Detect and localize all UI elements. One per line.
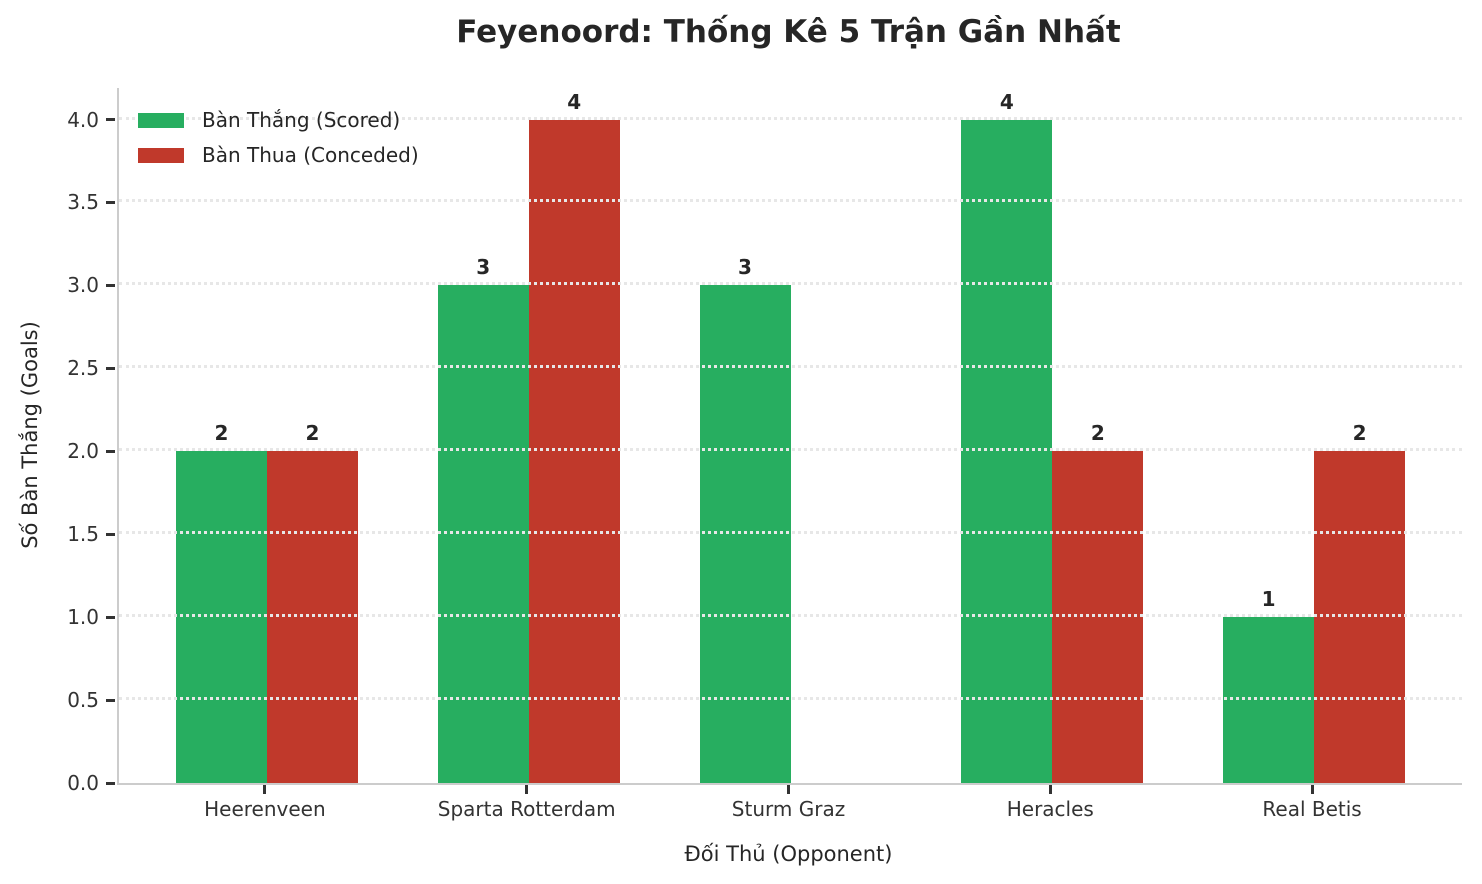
x-tick-label: Real Betis <box>1262 797 1362 821</box>
y-tick-label: 2.5 <box>67 356 99 381</box>
chart-title: Feyenoord: Thống Kê 5 Trận Gần Nhất <box>456 14 1121 50</box>
legend-swatch <box>138 112 184 128</box>
y-tick-label: 3.5 <box>67 190 99 215</box>
gridline <box>119 531 1462 535</box>
y-tick-mark <box>106 366 115 370</box>
gridline <box>119 116 1462 120</box>
x-tick-label: Sturm Graz <box>731 797 846 821</box>
x-tick-label: Heerenveen <box>204 797 326 821</box>
y-tick-mark <box>106 781 115 785</box>
legend-swatch <box>138 147 184 163</box>
bar-value-label: 3 <box>738 255 752 280</box>
y-tick-mark <box>106 283 115 287</box>
bar-value-label: 2 <box>305 421 320 446</box>
x-tick-mark <box>787 785 790 794</box>
gridline <box>119 282 1462 286</box>
y-tick-label: 3.0 <box>67 273 99 298</box>
legend-label: Bàn Thua (Conceded) <box>202 143 419 167</box>
y-tick-label: 1.0 <box>67 605 99 630</box>
legend-item: Bàn Thắng (Scored) <box>138 108 419 132</box>
bar-value-label: 2 <box>1352 421 1367 446</box>
legend-item: Bàn Thua (Conceded) <box>138 143 419 167</box>
plot-area: Bàn Thắng (Scored) Bàn Thua (Conceded) 2 2… <box>117 88 1462 785</box>
y-tick-label: 0.0 <box>67 771 99 795</box>
y-tick-mark <box>106 118 115 121</box>
y-tick-mark <box>106 532 115 536</box>
gridline <box>119 614 1462 618</box>
bar-value-label: 1 <box>1261 587 1276 612</box>
x-tick-label: Sparta Rotterdam <box>437 797 616 821</box>
y-tick-label: 1.5 <box>67 522 99 547</box>
gridline <box>119 199 1462 203</box>
x-tick-mark <box>1310 785 1314 794</box>
y-tick-mark <box>106 698 115 702</box>
legend-label: Bàn Thắng (Scored) <box>202 108 401 132</box>
bar-value-label: 4 <box>999 89 1014 114</box>
gridline <box>119 448 1462 452</box>
x-tick-mark <box>525 785 529 794</box>
bar-value-label: 2 <box>214 421 229 446</box>
gridline <box>119 697 1462 701</box>
y-tick-label: 0.5 <box>67 688 99 713</box>
bar-value-label: 2 <box>1090 421 1105 446</box>
bar-value-label: 4 <box>567 89 582 114</box>
x-tick-mark <box>1048 785 1052 794</box>
gridline <box>119 365 1462 369</box>
y-tick-mark <box>106 449 115 453</box>
y-tick-mark <box>106 200 115 204</box>
x-axis-title: Đối Thủ (Opponent) <box>684 842 893 866</box>
y-tick-label: 4.0 <box>67 107 99 132</box>
y-tick-label: 2.0 <box>67 439 99 464</box>
legend: Bàn Thắng (Scored) Bàn Thua (Conceded) <box>138 108 419 167</box>
x-tick-mark <box>263 785 267 794</box>
bar-value-label: 3 <box>476 255 491 280</box>
y-tick-mark <box>106 615 115 619</box>
x-tick-label: Heracles <box>1006 797 1094 821</box>
